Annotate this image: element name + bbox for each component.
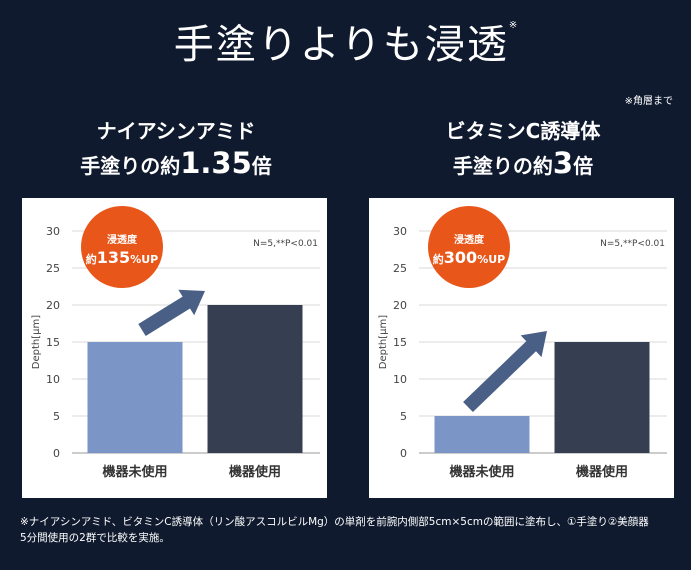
- y-tick-label: 10: [393, 373, 407, 386]
- y-tick-label: 0: [400, 447, 407, 460]
- bar: [207, 305, 303, 453]
- y-tick-label: 25: [393, 262, 407, 275]
- y-tick-label: 20: [46, 299, 60, 312]
- bar: [87, 342, 183, 453]
- trend-arrow: [138, 289, 205, 336]
- badge-value-prefix: 約: [86, 252, 97, 266]
- heading-vitamin-c: ビタミンC誘導体 手塗りの約3倍: [363, 116, 683, 183]
- footnote-line2: 5分間使用の2群で比較を実施。: [20, 532, 170, 544]
- y-tick-label: 0: [53, 447, 60, 460]
- x-tick-label: 機器未使用: [102, 464, 167, 480]
- chart-panel-niacinamide: 0 5 10 15 20 25 30 Depth[μm] 機器未使用 機器使用 浸透度 約135%UP…: [22, 198, 327, 498]
- badge-value-prefix: 約: [433, 252, 444, 266]
- footnote-line1: ※ナイアシンアミド、ビタミンC誘導体（リン酸アスコルビルMg）の単剤を前腕内側部…: [20, 516, 649, 528]
- heading-line1: ナイアシンアミド: [96, 119, 256, 143]
- y-tick-label: 30: [46, 225, 60, 238]
- stat-note: N=5,**P<0.01: [600, 239, 665, 249]
- x-tick-label: 機器使用: [576, 464, 628, 480]
- badge-label: 浸透度: [454, 233, 485, 246]
- badge-value: 約135%UP: [86, 248, 158, 267]
- y-tick-label: 25: [46, 262, 60, 275]
- bar: [434, 416, 530, 453]
- y-tick-label: 5: [400, 410, 407, 423]
- heading-line1: ビタミンC誘導体: [445, 119, 601, 143]
- bar: [554, 342, 650, 453]
- badge-value-suffix: %UP: [130, 253, 158, 266]
- heading-line2: 手塗りの約1.35倍: [80, 146, 272, 180]
- footnote: ※ナイアシンアミド、ビタミンC誘導体（リン酸アスコルビルMg）の単剤を前腕内側部…: [20, 514, 680, 546]
- y-tick-label: 5: [53, 410, 60, 423]
- percentage-badge: [81, 206, 163, 288]
- percentage-badge: [428, 206, 510, 288]
- y-tick-label: 15: [393, 336, 407, 349]
- badge-value-number: 300: [444, 248, 477, 267]
- x-tick-label: 機器使用: [229, 464, 281, 480]
- top-note: ※角層まで: [624, 96, 673, 107]
- y-axis-label: Depth[μm]: [378, 315, 389, 369]
- badge-value-number: 135: [97, 248, 130, 267]
- x-tick-label: 機器未使用: [449, 464, 514, 480]
- y-axis-label: Depth[μm]: [31, 315, 42, 369]
- trend-arrow: [463, 331, 547, 412]
- badge-value: 約300%UP: [433, 248, 505, 267]
- badge-label: 浸透度: [107, 233, 138, 246]
- chart-panel-vitamin-c: 0 5 10 15 20 25 30 Depth[μm] 機器未使用 機器使用 浸透度 約300%UP…: [369, 198, 674, 498]
- heading-line2: 手塗りの約3倍: [452, 146, 594, 180]
- badge-value-suffix: %UP: [477, 253, 505, 266]
- page-title: 手塗りよりも浸透※: [173, 20, 518, 68]
- y-tick-label: 10: [46, 373, 60, 386]
- y-tick-label: 15: [46, 336, 60, 349]
- stat-note: N=5,**P<0.01: [253, 239, 318, 249]
- title-note-mark: ※: [508, 20, 518, 31]
- heading-niacinamide: ナイアシンアミド 手塗りの約1.35倍: [16, 116, 336, 183]
- y-tick-label: 20: [393, 299, 407, 312]
- y-tick-label: 30: [393, 225, 407, 238]
